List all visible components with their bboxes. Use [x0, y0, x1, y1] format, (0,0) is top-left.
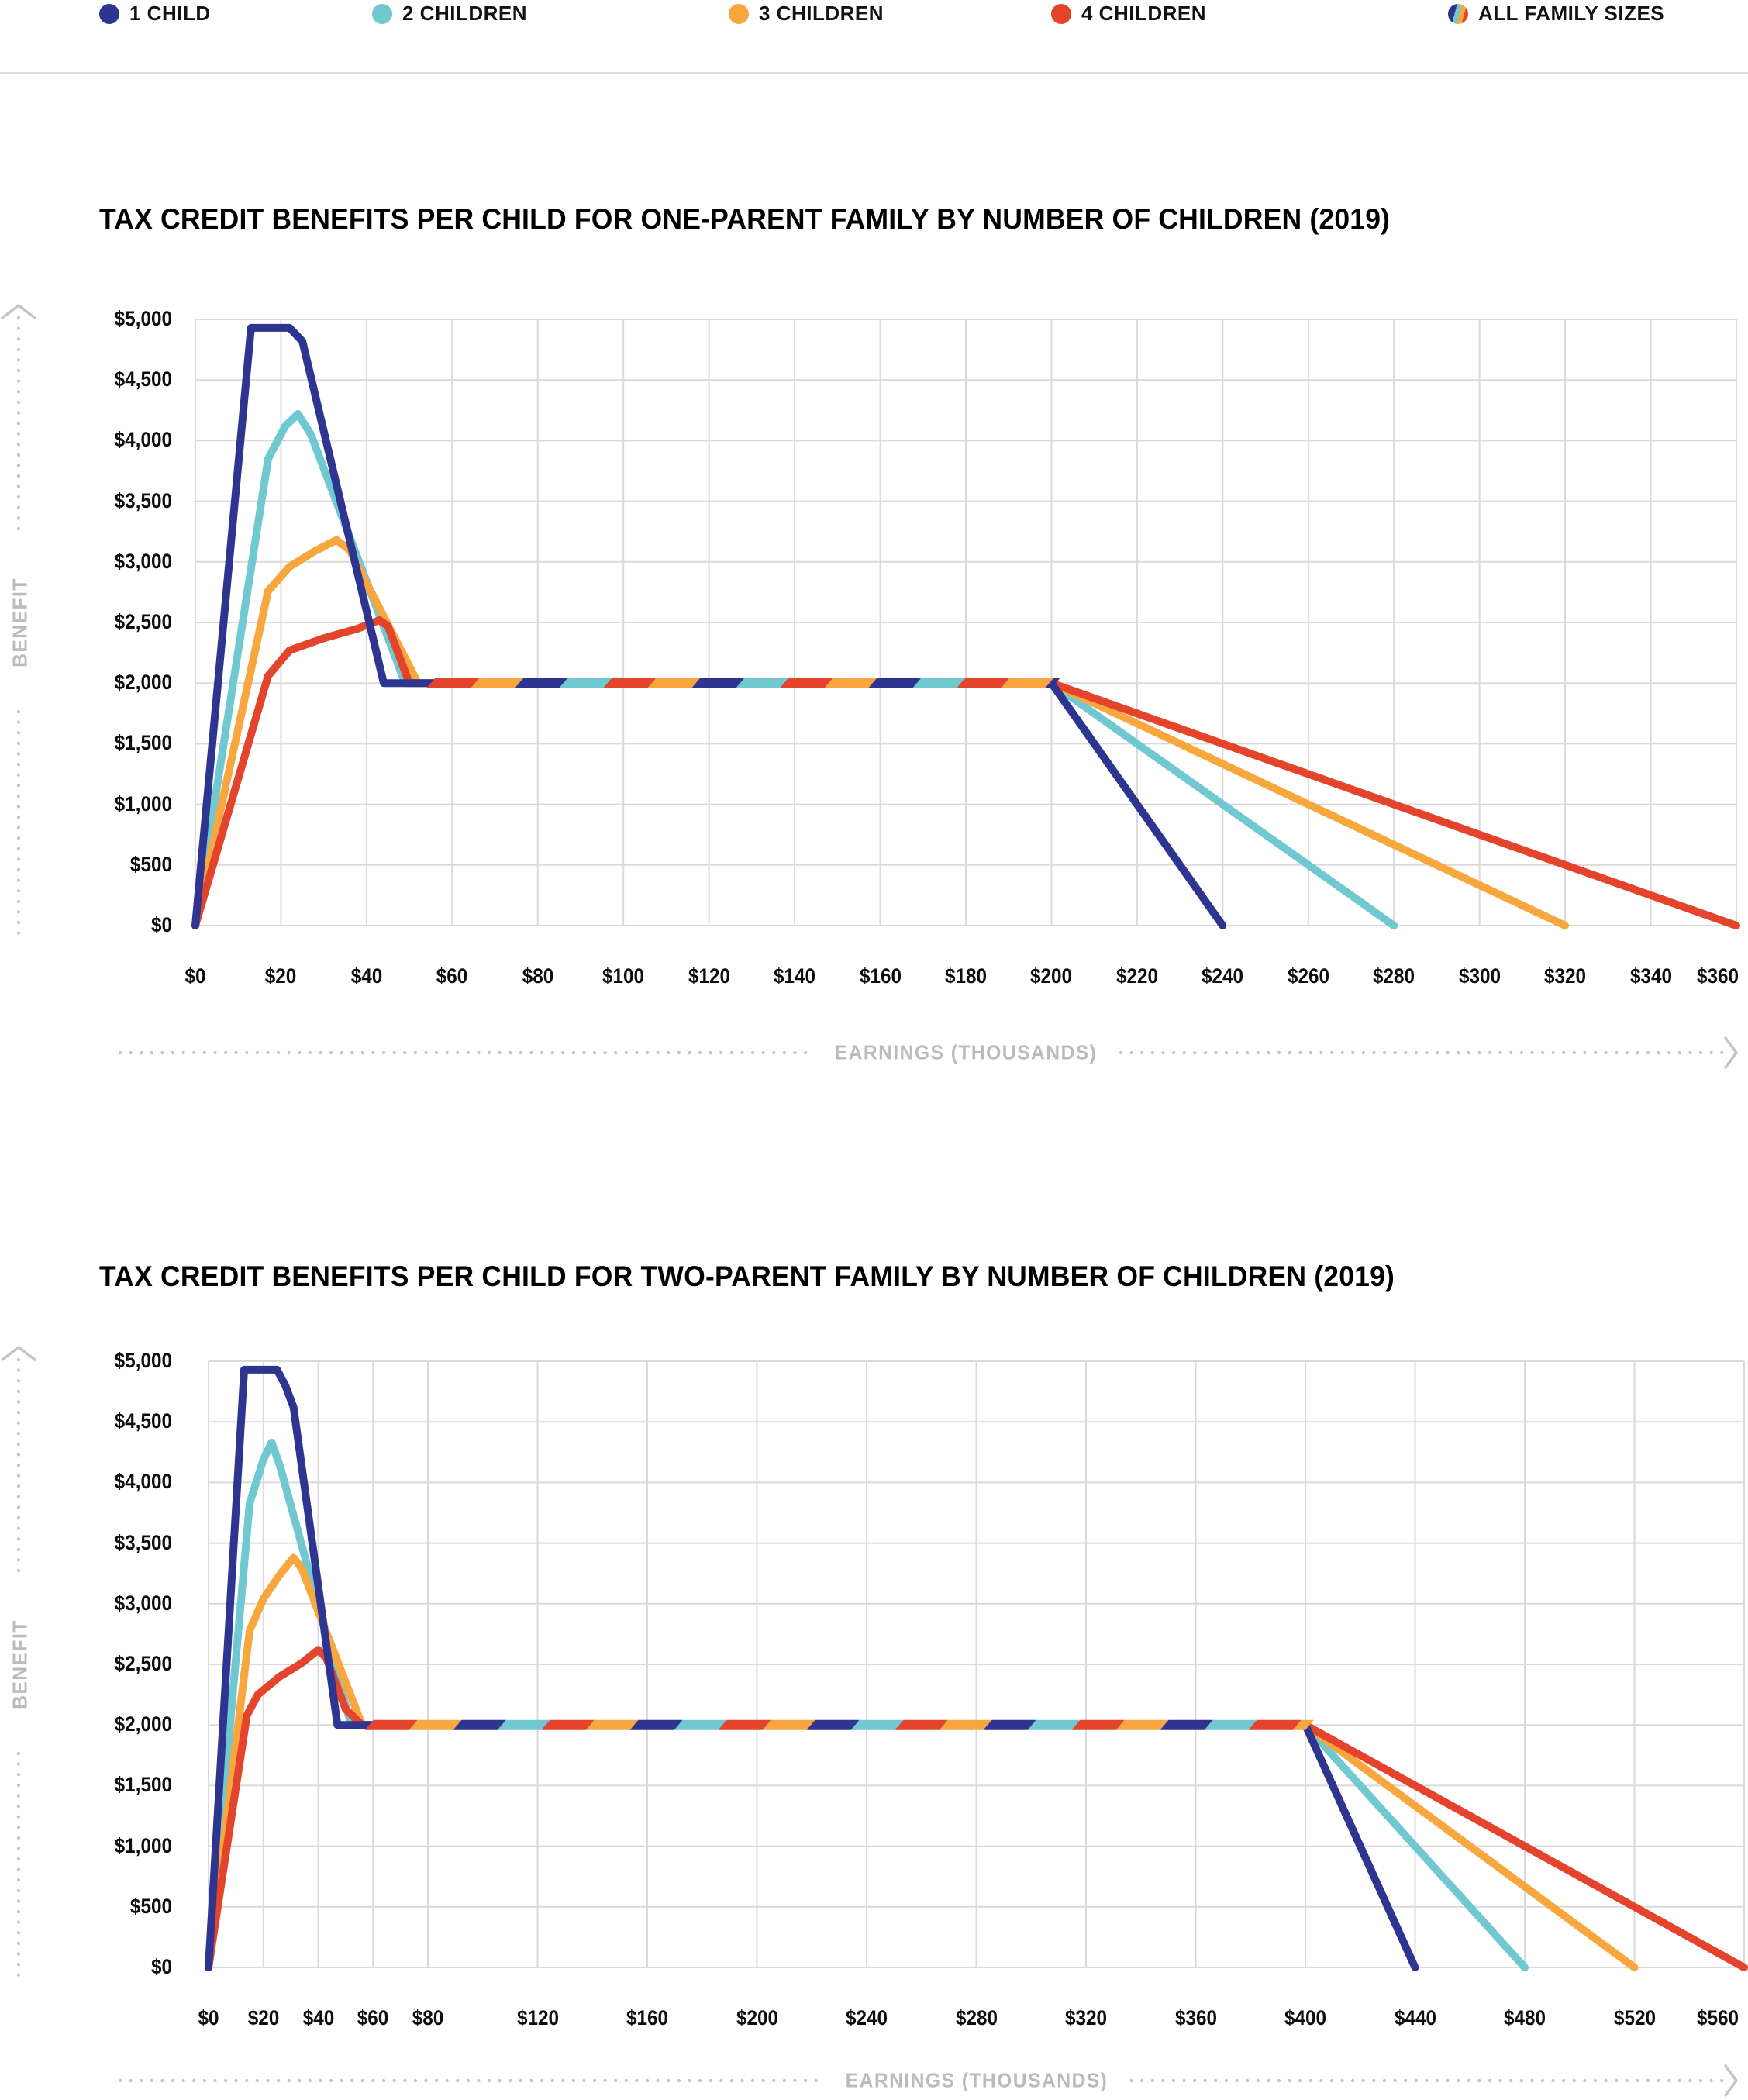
y-tick-label: $1,000: [114, 1833, 172, 1857]
chart2-gridlines: [208, 1360, 1745, 1968]
y-tick-label: $3,500: [114, 1530, 172, 1554]
right-arrow-icon: [1724, 2064, 1738, 2097]
striped-circle-icon: [1448, 3, 1468, 24]
up-arrow-icon: [1, 304, 36, 319]
x-tick-label: $200: [1030, 964, 1073, 988]
x-tick-label: $20: [265, 964, 297, 988]
x-tick-label: $140: [774, 964, 816, 988]
chart1-title: TAX CREDIT BENEFITS PER CHILD FOR ONE-PA…: [99, 203, 1391, 235]
y-tick-label: $4,500: [114, 367, 172, 391]
x-tick-label: $520: [1613, 2006, 1656, 2029]
circle-swatch-icon: [372, 3, 392, 24]
legend-divider: [0, 72, 1748, 74]
x-tick-label: $40: [302, 2006, 334, 2029]
legend-item-all-family-sizes: ALL FAMILY SIZES: [1448, 2, 1664, 26]
y-tick-label: $1,000: [114, 791, 172, 816]
x-tick-label: $340: [1629, 964, 1672, 988]
y-tick-label: $4,000: [114, 428, 172, 452]
y-tick-label: $500: [129, 852, 172, 876]
chart1-gridlines: [195, 319, 1737, 926]
chart2-series-all-family-sizes: [364, 1719, 1314, 1730]
y-tick-label: $500: [129, 1894, 172, 1918]
chart2-benefit-axis-line: [1, 1346, 36, 1984]
legend-item-1-child: 1 CHILD: [99, 2, 211, 26]
x-tick-label: $180: [944, 964, 988, 988]
up-arrow-icon: [1, 1346, 36, 1361]
chart2-series-3-children: [205, 1553, 1639, 1971]
x-tick-label: $560: [1696, 2006, 1739, 2029]
x-tick-label: $480: [1503, 2006, 1546, 2029]
y-tick-label: $5,000: [114, 307, 172, 330]
y-tick-label: $0: [150, 1955, 172, 1978]
y-tick-label: $2,000: [114, 1712, 172, 1736]
y-tick-label: $4,000: [114, 1470, 172, 1494]
chart2-y-axis-title: BENEFIT: [8, 1619, 32, 1709]
x-tick-label: $360: [1174, 2006, 1217, 2029]
legend-item-label: 3 CHILDREN: [759, 2, 884, 25]
y-tick-label: $0: [150, 913, 172, 936]
x-tick-label: $60: [436, 964, 468, 988]
legend-item-label: 4 CHILDREN: [1081, 2, 1207, 25]
y-tick-label: $2,500: [114, 610, 172, 633]
chart1-benefit-axis-line: [1, 304, 36, 942]
y-tick-label: $5,000: [114, 1349, 172, 1372]
chart2-earnings-axis-line: [118, 2064, 1738, 2097]
x-tick-label: $260: [1287, 964, 1329, 988]
y-tick-label: $3,000: [114, 1591, 172, 1615]
x-tick-label: $80: [412, 2006, 444, 2029]
chart2-series-1-child: [205, 1365, 1419, 1971]
y-tick-label: $1,500: [114, 1773, 172, 1797]
y-tick-label: $2,000: [114, 671, 172, 695]
x-tick-label: $320: [1544, 964, 1587, 988]
x-tick-label: $120: [516, 2006, 559, 2029]
x-tick-label: $400: [1284, 2006, 1327, 2029]
chart1-y-axis-title: BENEFIT: [8, 578, 32, 667]
x-tick-label: $0: [184, 964, 206, 988]
y-tick-label: $2,500: [114, 1652, 172, 1675]
circle-swatch-icon: [729, 3, 749, 24]
x-tick-label: $320: [1064, 2006, 1108, 2029]
legend-item-4-children: 4 CHILDREN: [1051, 2, 1206, 26]
x-tick-label: $280: [1373, 964, 1415, 988]
x-tick-label: $80: [522, 964, 554, 988]
chart2-x-axis-title: EARNINGS (THOUSANDS): [845, 2068, 1108, 2092]
x-tick-label: $40: [350, 964, 383, 988]
x-tick-label: $200: [736, 2006, 778, 2029]
x-tick-label: $160: [626, 2006, 669, 2029]
legend-item-label: 1 CHILD: [129, 2, 211, 25]
x-tick-label: $0: [198, 2006, 219, 2029]
y-tick-label: $1,500: [114, 731, 172, 755]
chart1-series-all-family-sizes: [426, 678, 1060, 688]
legend-item-2-children: 2 CHILDREN: [372, 2, 527, 26]
chart1-x-axis-title: EARNINGS (THOUSANDS): [834, 1040, 1098, 1064]
x-tick-label: $160: [859, 964, 902, 988]
circle-swatch-icon: [99, 3, 119, 24]
x-tick-label: $220: [1115, 964, 1158, 988]
circle-swatch-icon: [1051, 3, 1071, 24]
x-tick-label: $20: [247, 2006, 280, 2029]
right-arrow-icon: [1724, 1036, 1738, 1069]
x-tick-label: $280: [955, 2006, 998, 2029]
legend-item-label: ALL FAMILY SIZES: [1478, 2, 1665, 25]
y-tick-label: $3,500: [114, 488, 172, 512]
y-tick-label: $3,000: [114, 549, 172, 573]
x-tick-label: $60: [357, 2006, 389, 2029]
legend-item-label: 2 CHILDREN: [402, 2, 528, 25]
x-tick-label: $100: [602, 964, 645, 988]
chart1-earnings-axis-line: [118, 1036, 1738, 1069]
x-tick-label: $360: [1696, 964, 1739, 988]
x-tick-label: $120: [688, 964, 730, 988]
x-tick-label: $300: [1458, 964, 1501, 988]
y-tick-label: $4,500: [114, 1409, 172, 1433]
x-tick-label: $240: [1202, 964, 1244, 988]
legend-item-3-children: 3 CHILDREN: [729, 2, 884, 26]
x-tick-label: $240: [845, 2006, 888, 2029]
chart2-title: TAX CREDIT BENEFITS PER CHILD FOR TWO-PA…: [99, 1260, 1395, 1292]
x-tick-label: $440: [1394, 2006, 1436, 2029]
